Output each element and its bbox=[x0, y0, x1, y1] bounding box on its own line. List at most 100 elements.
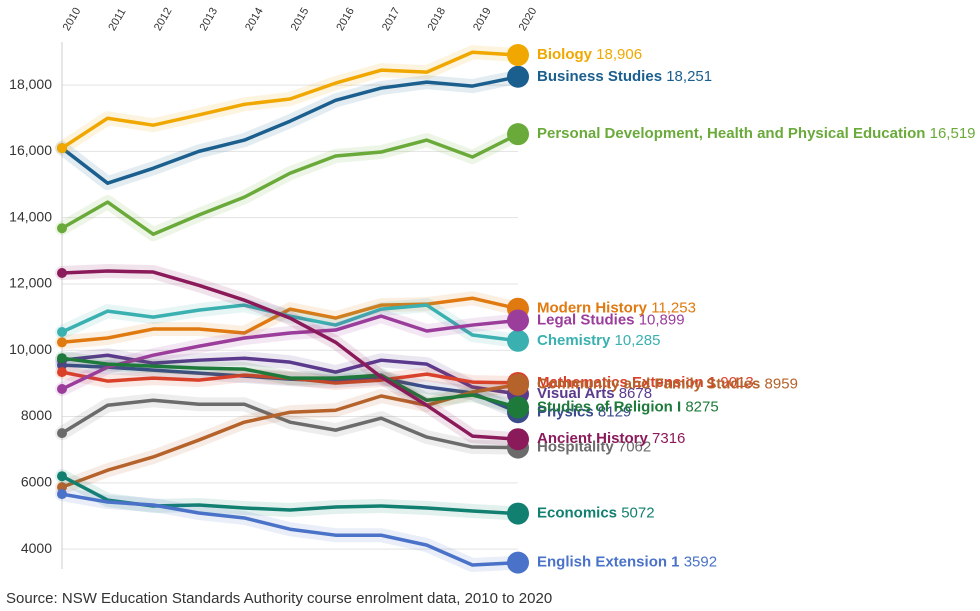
x-tick-label: 2012 bbox=[152, 6, 175, 33]
series-line bbox=[61, 296, 519, 345]
series-line bbox=[61, 492, 519, 567]
series-label: Visual Arts 8678 bbox=[537, 385, 652, 402]
x-tick-label: 2014 bbox=[243, 6, 266, 33]
x-tick-label: 2019 bbox=[471, 6, 494, 33]
x-tick-label: 2011 bbox=[106, 6, 128, 32]
y-tick-label: 6000 bbox=[21, 474, 52, 490]
series-label: English Extension 1 3592 bbox=[537, 554, 717, 571]
value-label: 8959 bbox=[765, 376, 798, 393]
legend-name: Community and Family Studies bbox=[537, 376, 760, 393]
value-label: 7062 bbox=[618, 439, 651, 456]
x-tick-label: 2013 bbox=[198, 6, 221, 33]
legend-name: Biology bbox=[537, 46, 593, 63]
legend-name: Personal Development, Health and Physica… bbox=[537, 125, 925, 142]
series-line bbox=[61, 398, 519, 450]
end-dot bbox=[507, 329, 529, 352]
legend-name: Business Studies bbox=[537, 68, 662, 85]
end-dot bbox=[507, 551, 529, 574]
series-label: Personal Development, Health and Physica… bbox=[537, 125, 976, 142]
value-label: 9013 bbox=[720, 374, 753, 391]
end-dot bbox=[507, 123, 529, 146]
value-label: 8275 bbox=[685, 398, 718, 415]
series-label: Biology 18,906 bbox=[537, 46, 642, 63]
series-line bbox=[61, 132, 519, 236]
value-label: 8678 bbox=[619, 385, 652, 402]
end-dot bbox=[507, 428, 529, 451]
series-line bbox=[60, 75, 519, 185]
series-line bbox=[61, 269, 519, 441]
legend-name: Economics bbox=[537, 505, 617, 522]
legend-name: Mathematics Extension 1 bbox=[537, 374, 716, 391]
start-dot bbox=[57, 337, 67, 348]
legend-name: Legal Studies bbox=[537, 311, 635, 328]
series-line bbox=[61, 383, 519, 489]
end-dot bbox=[507, 44, 529, 67]
series-label: Hospitality 7062 bbox=[537, 439, 651, 456]
series-line bbox=[61, 314, 519, 391]
value-label: 18,251 bbox=[666, 68, 712, 85]
end-dot bbox=[507, 502, 529, 525]
end-dot bbox=[507, 65, 529, 88]
series-label: Studies of Religion I 8275 bbox=[537, 398, 719, 415]
legend-name: Visual Arts bbox=[537, 385, 615, 402]
value-label: 8129 bbox=[598, 403, 631, 420]
start-dot bbox=[57, 428, 67, 439]
series-line bbox=[61, 50, 519, 150]
legend-name: Physics bbox=[537, 403, 594, 420]
series-label: Legal Studies 10,899 bbox=[537, 311, 685, 328]
series-label: Ancient History 7316 bbox=[537, 430, 685, 447]
x-tick-label: 2016 bbox=[334, 6, 357, 33]
x-tick-label: 2015 bbox=[289, 6, 312, 33]
end-dot bbox=[507, 373, 529, 396]
value-label: 10,285 bbox=[615, 332, 661, 349]
series-label: Mathematics Extension 1 9013 bbox=[537, 374, 754, 391]
end-dot bbox=[507, 309, 529, 332]
value-label: 5072 bbox=[621, 505, 654, 522]
value-label: 11,253 bbox=[651, 300, 696, 317]
x-tick-label: 2020 bbox=[517, 6, 540, 33]
start-dot bbox=[57, 471, 67, 482]
series-line bbox=[61, 303, 519, 343]
legend-name: Hospitality bbox=[537, 439, 614, 456]
y-tick-label: 12,000 bbox=[9, 275, 52, 291]
series-label: Economics 5072 bbox=[537, 505, 655, 522]
legend-name: Chemistry bbox=[537, 332, 611, 349]
value-label: 10,899 bbox=[639, 311, 685, 328]
series-label: Business Studies 18,251 bbox=[537, 68, 712, 85]
legend-name: Modern History bbox=[537, 300, 648, 317]
series-label: Modern History 11,253 bbox=[537, 300, 696, 317]
series-label: Chemistry 10,285 bbox=[537, 332, 660, 349]
start-dot bbox=[57, 353, 67, 364]
value-label: 18,906 bbox=[596, 46, 642, 63]
legend-name: Ancient History bbox=[537, 430, 649, 447]
x-tick-label: 2017 bbox=[380, 6, 403, 33]
value-label: 16,519 bbox=[930, 125, 976, 142]
value-label: 3592 bbox=[684, 554, 717, 571]
start-dot bbox=[57, 223, 67, 234]
series-label: Community and Family Studies 8959 bbox=[537, 376, 798, 393]
y-tick-label: 4000 bbox=[21, 540, 52, 556]
start-dot bbox=[57, 327, 67, 338]
series-label: Physics 8129 bbox=[537, 403, 631, 420]
source-note: Source: NSW Education Standards Authorit… bbox=[6, 590, 552, 607]
end-dot bbox=[507, 396, 529, 419]
legend-name: Studies of Religion I bbox=[537, 398, 681, 415]
value-label: 7316 bbox=[652, 430, 685, 447]
y-tick-label: 8000 bbox=[21, 407, 52, 423]
x-tick-label: 2010 bbox=[61, 6, 84, 33]
start-dot bbox=[57, 268, 67, 279]
y-tick-label: 14,000 bbox=[9, 208, 52, 224]
start-dot bbox=[57, 384, 67, 395]
y-tick-label: 10,000 bbox=[9, 341, 52, 357]
start-dot bbox=[57, 482, 67, 493]
start-dot bbox=[57, 489, 67, 500]
series-line bbox=[61, 356, 519, 410]
y-tick-label: 16,000 bbox=[9, 142, 52, 158]
start-dot bbox=[57, 367, 67, 378]
start-dot bbox=[57, 143, 67, 154]
y-tick-label: 18,000 bbox=[9, 76, 52, 92]
legend-name: English Extension 1 bbox=[537, 554, 680, 571]
x-tick-label: 2018 bbox=[426, 6, 449, 33]
